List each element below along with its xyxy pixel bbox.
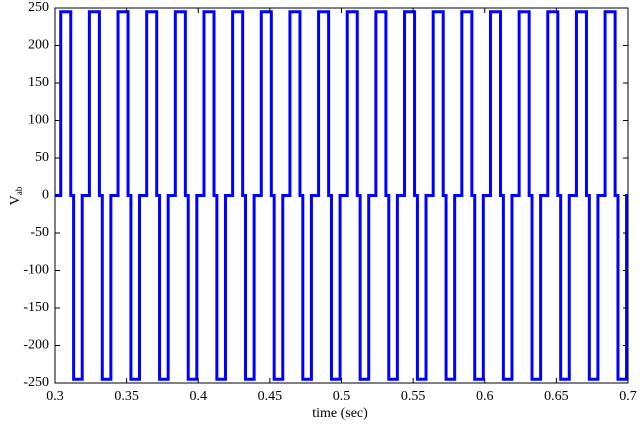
y-tick-label: -250 <box>23 375 49 390</box>
x-tick-label: 0.35 <box>114 389 139 404</box>
y-tick-label: -150 <box>23 300 49 315</box>
y-tick-label: -200 <box>23 338 49 353</box>
x-tick-label: 0.4 <box>190 389 208 404</box>
y-tick-label: 0 <box>42 188 49 203</box>
x-axis-label: time (sec) <box>312 406 368 421</box>
y-axis-label-subscript: ab <box>14 186 24 195</box>
x-tick-label: 0.3 <box>46 389 64 404</box>
x-tick-label: 0.7 <box>619 389 637 404</box>
y-axis-label: Vab <box>8 186 24 205</box>
x-tick-label: 0.55 <box>401 389 426 404</box>
x-tick-label: 0.6 <box>476 389 494 404</box>
line <box>55 10 629 381</box>
y-tick-label: 200 <box>28 38 49 53</box>
y-axis-label-main: V <box>8 195 23 205</box>
y-tick-label: 150 <box>28 75 49 90</box>
x-tick-label: 0.5 <box>333 389 351 404</box>
y-tick-label: -100 <box>23 263 49 278</box>
x-tick-label: 0.65 <box>544 389 569 404</box>
y-tick-label: 250 <box>28 0 49 15</box>
y-tick-label: 50 <box>35 150 49 165</box>
y-tick-label: -50 <box>30 225 49 240</box>
y-tick-label: 100 <box>28 113 49 128</box>
x-tick-label: 0.45 <box>258 389 283 404</box>
